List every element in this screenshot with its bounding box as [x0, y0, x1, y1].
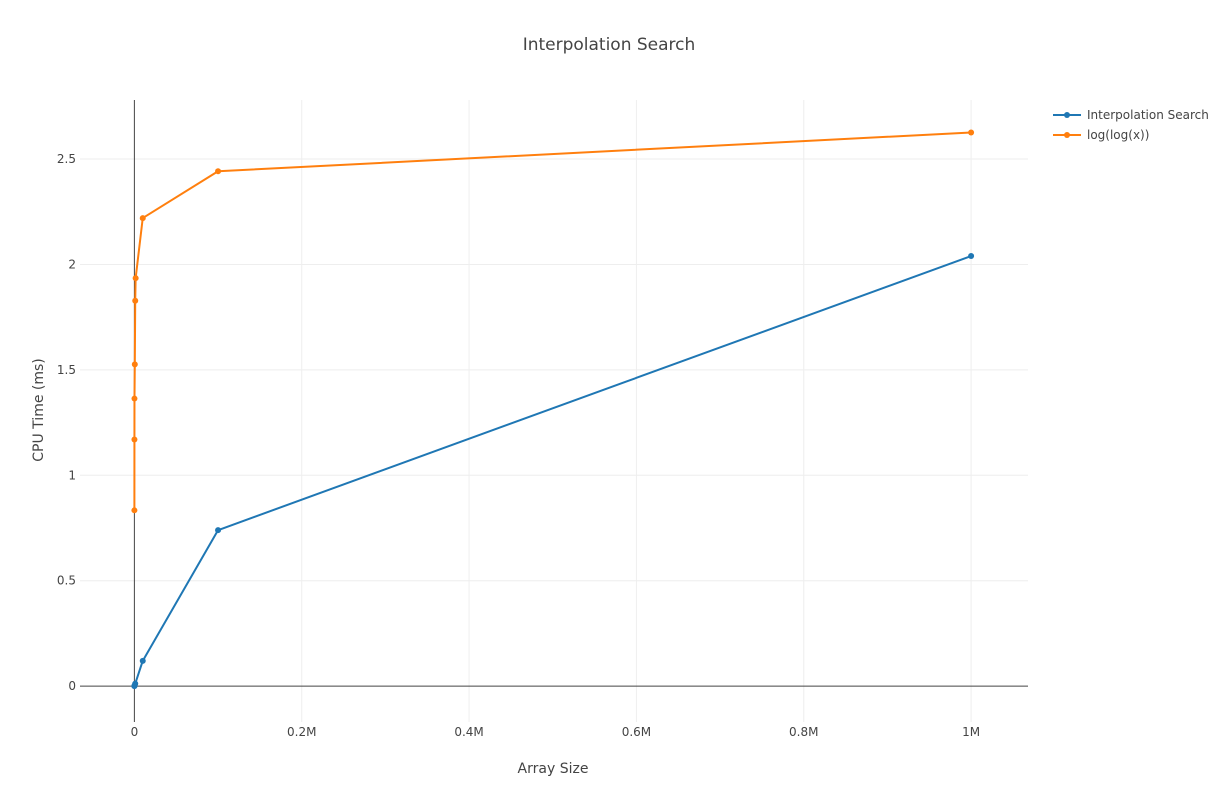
data-point[interactable]	[131, 395, 138, 402]
y-tick-label: 1.5	[57, 363, 76, 377]
tick-labels: 0 0.2M 0.4M 0.6M 0.8M 1M 0 0.5 1 1.5 2 2.5	[57, 152, 980, 739]
y-tick-label: 0.5	[57, 574, 76, 588]
chart-title: Interpolation Search	[523, 35, 696, 55]
series-layer	[131, 129, 975, 690]
data-point[interactable]	[215, 527, 222, 534]
data-point[interactable]	[139, 215, 146, 222]
series-line	[133, 131, 972, 511]
data-point[interactable]	[215, 168, 222, 175]
x-tick-label: 0.6M	[622, 725, 651, 739]
data-point[interactable]	[131, 361, 138, 368]
x-tick-label: 0	[131, 725, 139, 739]
series-0	[131, 253, 975, 690]
x-tick-label: 0.2M	[287, 725, 316, 739]
y-tick-label: 0	[68, 679, 76, 693]
data-point[interactable]	[968, 129, 975, 136]
x-tick-label: 1M	[962, 725, 980, 739]
series-1	[131, 129, 975, 514]
legend: Interpolation Search log(log(x))	[1053, 108, 1209, 142]
axes	[80, 100, 1028, 722]
legend-item-interpolation-search[interactable]: Interpolation Search	[1053, 108, 1209, 122]
data-point[interactable]	[968, 253, 975, 260]
legend-item-loglog[interactable]: log(log(x))	[1053, 128, 1149, 142]
data-point[interactable]	[139, 657, 146, 664]
legend-label-loglog: log(log(x))	[1087, 128, 1149, 142]
data-point[interactable]	[131, 507, 138, 514]
y-tick-label: 2.5	[57, 152, 76, 166]
legend-marker-loglog	[1064, 132, 1070, 138]
legend-marker-interpolation-search	[1064, 112, 1070, 118]
legend-label-interpolation-search: Interpolation Search	[1087, 108, 1209, 122]
grid-lines	[80, 100, 1028, 722]
x-tick-label: 0.4M	[454, 725, 483, 739]
data-point[interactable]	[131, 436, 138, 443]
y-tick-label: 1	[68, 468, 76, 482]
y-tick-label: 2	[68, 257, 76, 271]
x-axis-title: Array Size	[518, 761, 589, 777]
series-line	[133, 255, 972, 687]
data-point[interactable]	[132, 297, 139, 304]
data-point[interactable]	[132, 275, 139, 282]
y-axis-title: CPU Time (ms)	[31, 358, 47, 461]
data-point[interactable]	[132, 680, 139, 687]
x-tick-label: 0.8M	[789, 725, 818, 739]
